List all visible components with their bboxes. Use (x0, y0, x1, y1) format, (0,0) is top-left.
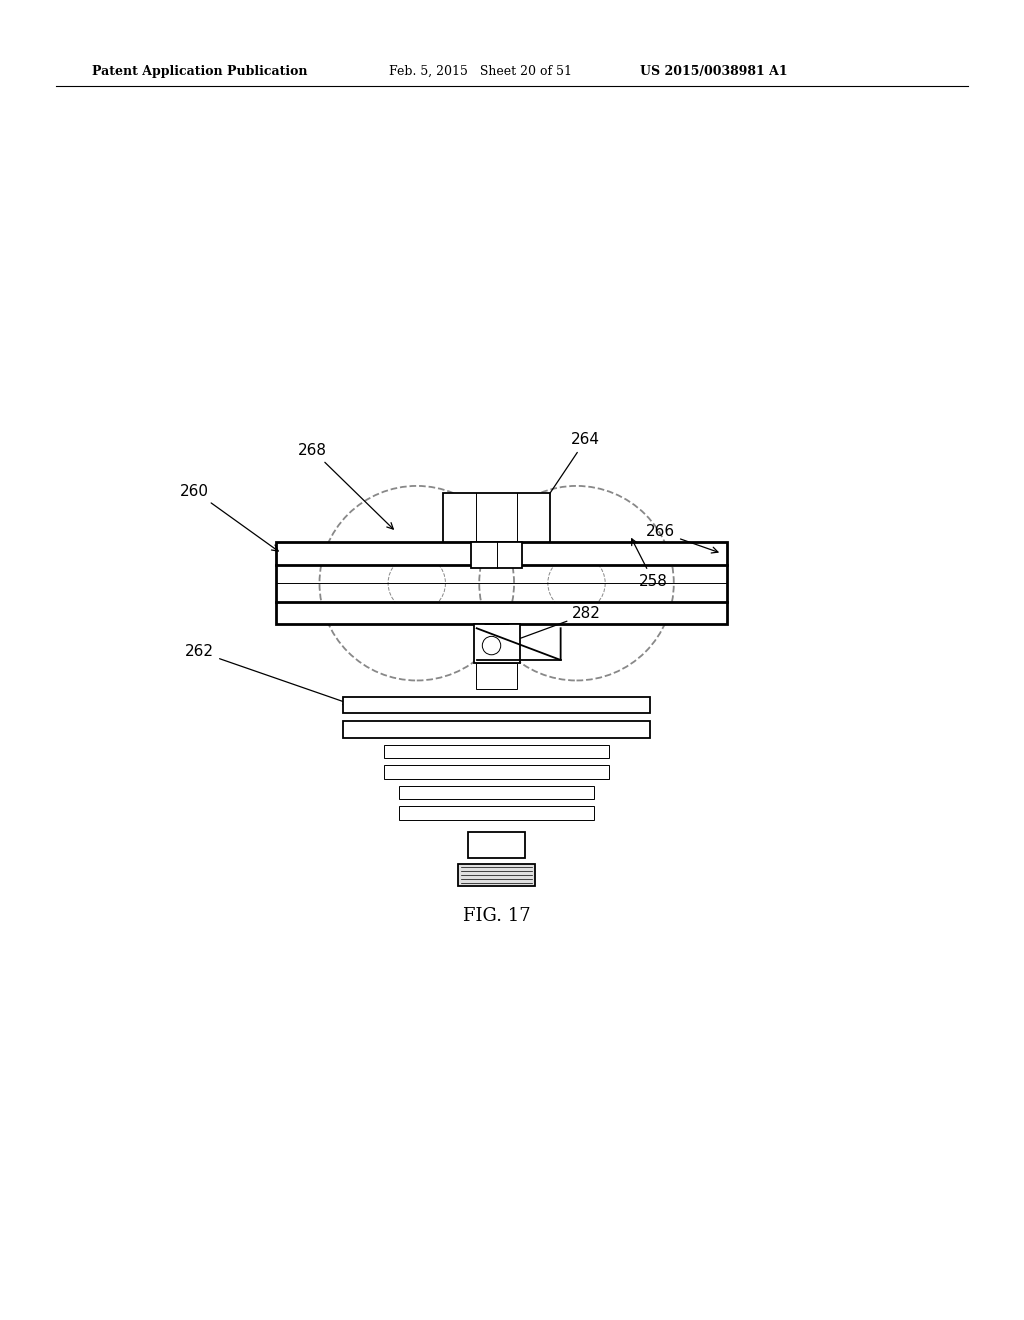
Bar (399, 785, 594, 800)
Text: 264: 264 (543, 433, 600, 504)
Text: 260: 260 (180, 483, 279, 550)
Bar (384, 744, 609, 758)
Text: 266: 266 (646, 524, 718, 553)
Text: Feb. 5, 2015   Sheet 20 of 51: Feb. 5, 2015 Sheet 20 of 51 (389, 65, 572, 78)
Text: FIG. 17: FIG. 17 (463, 907, 530, 925)
Text: 262: 262 (185, 644, 349, 705)
Bar (471, 543, 522, 568)
Bar (384, 766, 609, 779)
Bar (276, 602, 727, 624)
Text: 258: 258 (632, 539, 668, 589)
Bar (343, 722, 650, 738)
Bar (476, 663, 517, 689)
Text: US 2015/0038981 A1: US 2015/0038981 A1 (640, 65, 787, 78)
Bar (276, 543, 727, 565)
Text: 268: 268 (298, 442, 393, 529)
Circle shape (482, 636, 501, 655)
Bar (459, 863, 535, 886)
Bar (442, 494, 551, 543)
Text: 282: 282 (510, 606, 601, 643)
Text: Patent Application Publication: Patent Application Publication (92, 65, 307, 78)
Bar (343, 697, 650, 713)
Bar (473, 624, 519, 663)
Bar (399, 807, 594, 820)
Bar (468, 832, 524, 858)
